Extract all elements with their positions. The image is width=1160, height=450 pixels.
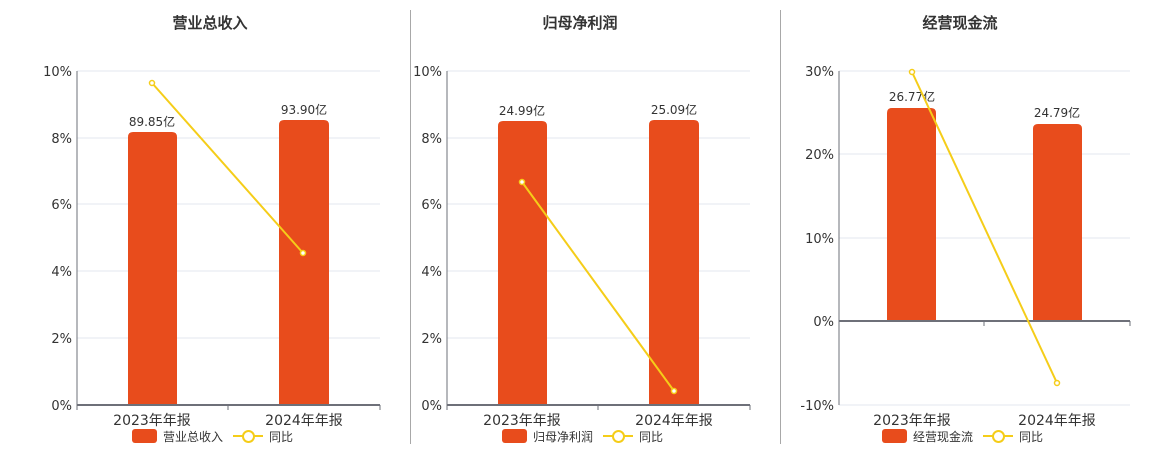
svg-text:4%: 4% (51, 265, 72, 280)
x-category-label: 2023年年报 (483, 413, 561, 429)
svg-text:8%: 8% (51, 132, 72, 147)
operating-cashflow-chart: 30% 20% 10% 0% -10% 26.77亿 24.79亿 2023年年… (800, 65, 1131, 429)
bar-2024[interactable] (279, 120, 329, 405)
bar-value-label: 93.90亿 (281, 102, 327, 117)
net-profit-chart: 10% 8% 6% 4% 2% 0% 24.99亿 25.09亿 2023年年报… (413, 65, 751, 429)
yoy-point[interactable] (299, 249, 307, 257)
chart-title: 经营现金流 (922, 14, 998, 32)
legend-bar-swatch[interactable] (882, 429, 907, 443)
chart-legend: 营业总收入 同比 (132, 427, 293, 445)
svg-text:0%: 0% (421, 399, 442, 414)
legend-line-icon[interactable] (233, 429, 264, 443)
legend-line-label[interactable]: 同比 (639, 429, 664, 444)
svg-text:0%: 0% (51, 399, 72, 414)
panel-divider (780, 10, 781, 444)
svg-text:10%: 10% (43, 65, 72, 80)
chart-title: 营业总收入 (172, 14, 248, 32)
yoy-point[interactable] (908, 68, 916, 76)
bar-2024[interactable] (649, 120, 699, 405)
revenue-chart: 10% 8% 6% 4% 2% 0% 89.85亿 93.90亿 2023年年报… (43, 65, 381, 429)
yoy-point[interactable] (1053, 379, 1061, 387)
bar-2023[interactable] (887, 108, 936, 321)
yoy-point[interactable] (670, 387, 678, 395)
yoy-point[interactable] (148, 79, 156, 87)
legend-line-label[interactable]: 同比 (269, 429, 294, 444)
svg-text:8%: 8% (421, 132, 442, 147)
x-category-label: 2023年年报 (873, 413, 951, 429)
grid-lines (447, 70, 750, 339)
legend-bar-label[interactable]: 经营现金流 (913, 429, 974, 444)
legend-line-label[interactable]: 同比 (1019, 429, 1044, 444)
y-tick-labels: 10% 8% 6% 4% 2% 0% (43, 65, 72, 414)
chart-legend: 经营现金流 同比 (882, 427, 1043, 445)
yoy-line (151, 82, 304, 254)
svg-text:6%: 6% (421, 198, 442, 213)
x-category-label: 2024年年报 (635, 413, 713, 429)
svg-text:10%: 10% (413, 65, 442, 80)
legend-bar-label[interactable]: 归母净利润 (533, 429, 594, 444)
bar-value-label: 24.79亿 (1034, 105, 1080, 120)
bar-2023[interactable] (498, 121, 547, 405)
legend-line-icon[interactable] (603, 429, 634, 443)
yoy-line (911, 71, 1058, 384)
bar-2024[interactable] (1033, 124, 1082, 321)
chart-title: 归母净利润 (542, 14, 618, 32)
legend-bar-swatch[interactable] (132, 429, 157, 443)
legend-line-icon[interactable] (983, 429, 1014, 443)
yoy-point[interactable] (518, 178, 526, 186)
yoy-line (521, 181, 675, 392)
x-category-label: 2024年年报 (265, 413, 343, 429)
x-category-label: 2023年年报 (113, 413, 191, 429)
svg-text:4%: 4% (421, 265, 442, 280)
chart-legend: 归母净利润 同比 (502, 427, 663, 445)
svg-text:20%: 20% (805, 148, 834, 163)
panel-divider (410, 10, 411, 444)
bar-value-label: 24.99亿 (499, 103, 545, 118)
svg-text:2%: 2% (421, 332, 442, 347)
svg-text:6%: 6% (51, 198, 72, 213)
bar-value-label: 25.09亿 (651, 102, 697, 117)
y-tick-labels: 30% 20% 10% 0% -10% (800, 65, 834, 414)
svg-text:2%: 2% (51, 332, 72, 347)
svg-text:30%: 30% (805, 65, 834, 80)
legend-bar-label[interactable]: 营业总收入 (163, 429, 224, 444)
bar-2023[interactable] (128, 132, 177, 405)
legend-bar-swatch[interactable] (502, 429, 527, 443)
svg-text:0%: 0% (813, 315, 834, 330)
x-category-label: 2024年年报 (1018, 413, 1096, 429)
grid-lines (77, 70, 380, 339)
bar-value-label: 89.85亿 (129, 114, 175, 129)
svg-text:-10%: -10% (800, 399, 834, 414)
svg-text:10%: 10% (805, 232, 834, 247)
bar-value-label: 26.77亿 (889, 89, 935, 104)
y-tick-labels: 10% 8% 6% 4% 2% 0% (413, 65, 442, 414)
grid-lines (839, 70, 1130, 406)
